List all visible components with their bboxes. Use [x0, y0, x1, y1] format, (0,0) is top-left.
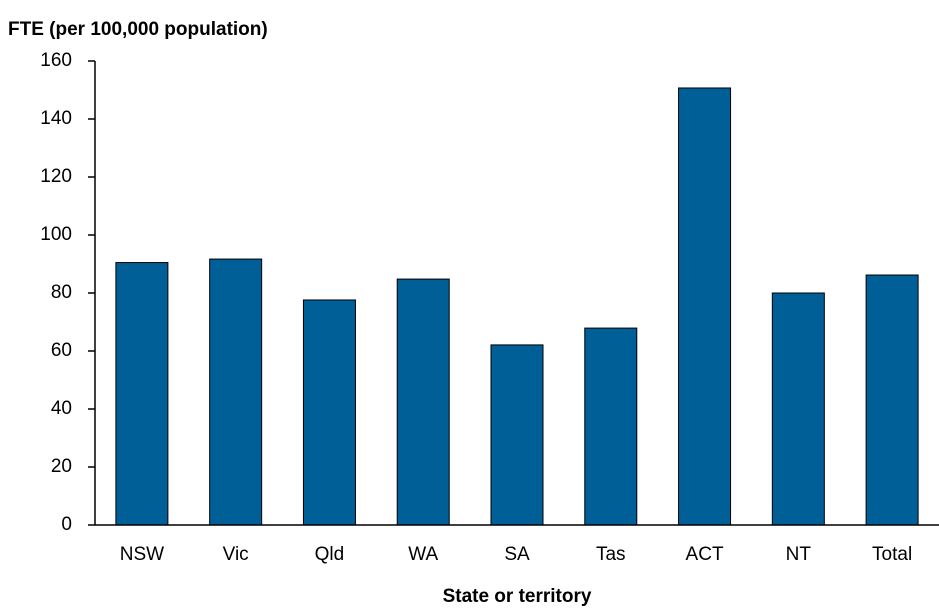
y-tick-label: 60 [51, 340, 72, 361]
y-tick-label: 100 [40, 224, 72, 245]
x-axis-label: State or territory [443, 586, 592, 607]
y-tick-label: 20 [51, 456, 72, 477]
x-tick-label: Tas [596, 544, 626, 565]
x-tick-label: Total [872, 544, 912, 565]
y-tick-label: 120 [40, 166, 72, 187]
bar [396, 278, 450, 526]
y-tick-label: 40 [51, 398, 72, 419]
bar [678, 87, 732, 526]
bar [865, 274, 919, 526]
bar [115, 262, 169, 526]
x-tick-label: Vic [223, 544, 249, 565]
x-tick-label: NSW [120, 544, 164, 565]
bar [584, 327, 638, 526]
x-tick-label: WA [408, 544, 438, 565]
x-tick-label: SA [504, 544, 530, 565]
y-tick-label: 80 [51, 282, 72, 303]
y-tick-label: 160 [40, 50, 72, 71]
y-tick-label: 140 [40, 108, 72, 129]
y-axis-label: FTE (per 100,000 population) [8, 19, 268, 40]
x-tick-label: Qld [315, 544, 345, 565]
y-tick-label: 0 [61, 514, 72, 535]
bar [302, 299, 356, 526]
x-tick-label: NT [786, 544, 812, 565]
bar [771, 292, 825, 526]
bar [490, 344, 544, 526]
x-tick-label: ACT [686, 544, 724, 565]
bar [209, 258, 263, 526]
